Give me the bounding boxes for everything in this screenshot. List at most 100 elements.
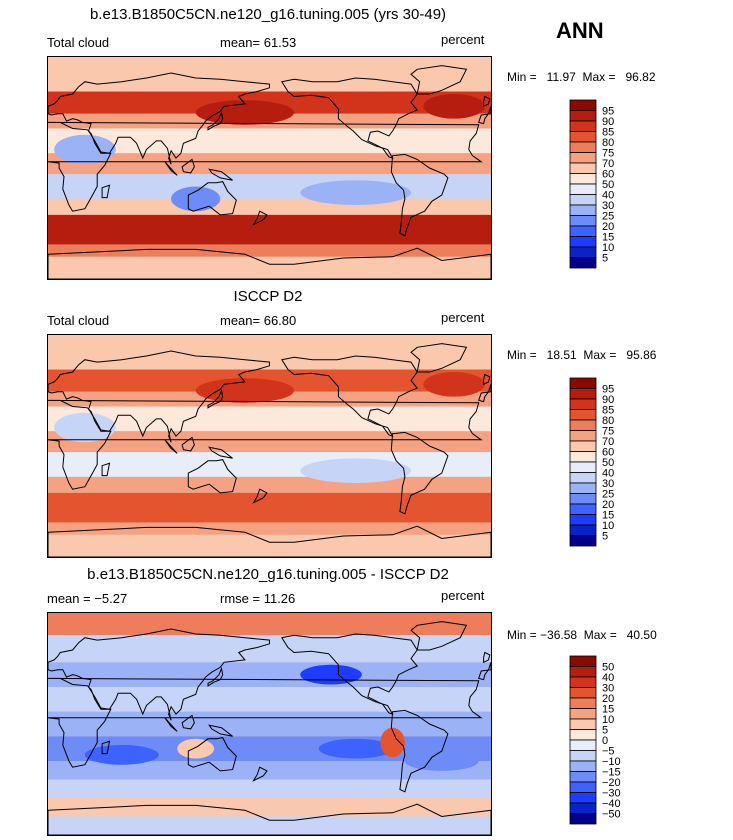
field-band	[48, 406, 491, 432]
colorbar-tick-label: −50	[602, 809, 621, 821]
field-band	[48, 452, 491, 477]
colorbar-swatch	[569, 204, 597, 216]
field-band	[48, 635, 491, 663]
colorbar-tick-label: −5	[602, 746, 615, 758]
coastline	[181, 436, 195, 452]
colorbar-swatch	[569, 708, 597, 720]
colorbar-tick-label: 50	[602, 662, 614, 674]
colorbar-swatch	[569, 739, 597, 751]
colorbar-swatch	[569, 524, 597, 536]
field-band	[48, 476, 491, 493]
colorbar-swatch	[569, 225, 597, 237]
coastline	[252, 210, 268, 226]
colorbar-swatch	[569, 503, 597, 515]
field-anomaly	[300, 458, 412, 483]
colorbar-tick-label: −30	[602, 788, 621, 800]
colorbar-swatch	[569, 388, 597, 400]
field-band	[48, 687, 491, 712]
coastline	[478, 106, 491, 125]
colorbar-swatch	[569, 398, 597, 410]
field-band	[48, 128, 491, 154]
colorbar-swatch	[569, 461, 597, 473]
colorbar-tick-label: −10	[602, 756, 621, 768]
field-band	[48, 244, 491, 257]
field-anomaly	[195, 100, 295, 125]
colorbar-swatch	[569, 451, 597, 463]
field-band	[48, 662, 491, 687]
colorbar-tick-label: 15	[602, 704, 614, 716]
coastline	[181, 158, 195, 174]
colorbar-tick-label: 50	[602, 179, 614, 191]
field-anomaly	[177, 738, 215, 759]
coastline	[483, 95, 491, 108]
coastline	[48, 350, 270, 443]
panel-1-mean: mean= 61.53	[220, 35, 297, 50]
coastline	[280, 77, 419, 159]
colorbar-swatch	[569, 514, 597, 526]
colorbar-tick-label: 10	[602, 714, 614, 726]
panel-1-variable: Total cloud	[47, 35, 110, 50]
field-anomaly	[318, 738, 393, 759]
panel-3-colorbar: 50 40 30 20 15 10 5 0 −5 −10 −15 −20 −30 −40 −50	[569, 655, 630, 831]
colorbar-tick-label: 85	[602, 405, 614, 417]
coastline	[483, 651, 491, 664]
colorbar-swatch	[569, 760, 597, 772]
coastline	[48, 677, 483, 768]
coastline	[208, 446, 233, 459]
colorbar-tick-label: 20	[602, 221, 614, 233]
field-anomaly	[380, 727, 405, 758]
coastline	[101, 740, 111, 755]
colorbar-tick-label: 70	[602, 158, 614, 170]
field-anomaly	[54, 412, 116, 443]
colorbar-tick-label: −20	[602, 777, 621, 789]
coastline	[252, 766, 268, 782]
coastline	[101, 184, 111, 199]
field-band	[48, 492, 491, 523]
field-anomaly	[300, 180, 412, 205]
panel-3-title: b.e13.B1850C5CN.ne120_g16.tuning.005 - I…	[87, 566, 449, 583]
panel-2-colorbar: 95 90 85 80 75 70 60 50 40 30 25 20 15 10 5	[569, 377, 630, 553]
colorbar-swatch	[569, 162, 597, 174]
colorbar-tick-label: 5	[602, 253, 608, 265]
field-band	[48, 534, 491, 557]
panel-1-units: percent	[441, 32, 485, 47]
colorbar-tick-label: −40	[602, 798, 621, 810]
coastline	[101, 462, 111, 477]
colorbar-swatch	[569, 236, 597, 248]
coastline	[48, 121, 483, 212]
field-band	[48, 779, 491, 798]
panel-2-mean: mean= 66.80	[220, 313, 297, 328]
colorbar-tick-label: 30	[602, 478, 614, 490]
field-anomaly	[404, 751, 479, 771]
colorbar-tick-label: 5	[602, 531, 608, 543]
coastline	[410, 621, 468, 651]
colorbar-swatch	[569, 257, 597, 269]
field-anomaly	[423, 94, 485, 119]
panel-1-minmax: Min = 11.97 Max = 96.82	[507, 70, 656, 84]
coastline	[48, 628, 270, 721]
colorbar-tick-label: 30	[602, 683, 614, 695]
panel-3-mean: mean = −5.27	[47, 591, 128, 606]
panel-1-map	[47, 56, 492, 280]
field-band	[48, 816, 491, 835]
colorbar-swatch	[569, 666, 597, 678]
colorbar-tick-label: 95	[602, 384, 614, 396]
colorbar-swatch	[569, 440, 597, 452]
panel-3-minmax: Min = −36.58 Max = 40.50	[507, 628, 657, 642]
field-anomaly	[300, 664, 362, 685]
panel-2-variable: Total cloud	[47, 313, 110, 328]
colorbar-tick-label: 60	[602, 169, 614, 181]
colorbar-swatch	[569, 194, 597, 206]
colorbar-tick-label: 75	[602, 148, 614, 160]
coastline	[410, 343, 468, 373]
panel-2-minmax: Min = 18.51 Max = 95.86	[507, 348, 657, 362]
field-band	[48, 613, 491, 636]
coastline	[410, 65, 468, 95]
colorbar-swatch	[569, 110, 597, 122]
field-band	[48, 174, 491, 199]
colorbar-swatch	[569, 792, 597, 804]
colorbar-swatch	[569, 152, 597, 164]
coastline	[164, 717, 178, 732]
field-band	[48, 153, 491, 175]
colorbar-swatch	[569, 377, 597, 389]
